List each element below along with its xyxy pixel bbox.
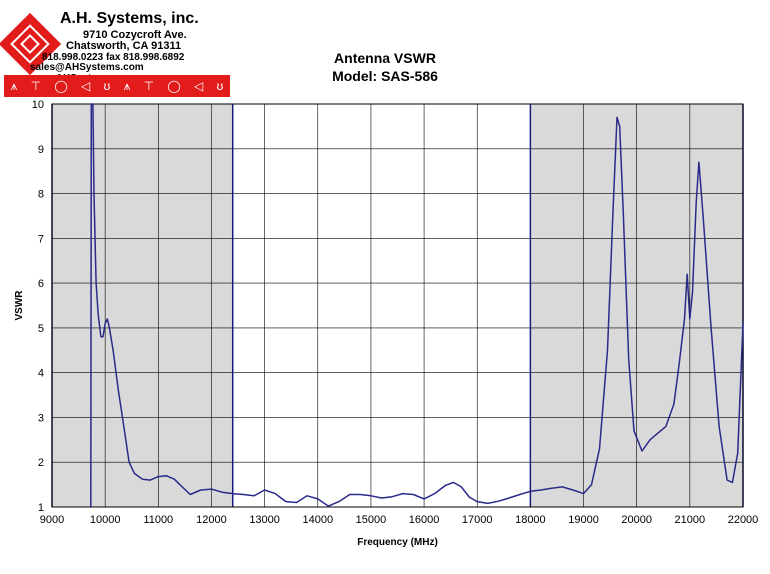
tree-antenna-icon: ⩚ (10, 78, 18, 93)
plot-frame (51, 103, 744, 508)
address-line-2: Chatsworth, CA 91311 (66, 40, 182, 52)
dipole-antenna-icon: ⊤ (30, 79, 42, 93)
x-tick-label-13: 22000 (728, 514, 759, 526)
chart-subtitle: Model: SAS-586 (332, 68, 438, 84)
y-tick-label-2: 3 (38, 412, 44, 424)
chart-title: Antenna VSWR (334, 50, 436, 66)
y-tick-label-6: 7 (38, 233, 44, 245)
horn-antenna-icon: ◁ (194, 79, 204, 93)
shaded-band-0 (52, 104, 233, 507)
phone-fax: 818.998.0223 fax 818.998.6892 (42, 52, 185, 63)
y-tick-label-4: 5 (38, 323, 44, 335)
x-tick-label-9: 18000 (515, 514, 546, 526)
x-tick-label-6: 15000 (356, 514, 387, 526)
x-tick-label-2: 11000 (143, 514, 173, 526)
address-line-1: 9710 Cozycroft Ave. (83, 29, 187, 41)
company-name: A.H. Systems, inc. (60, 10, 199, 27)
vswr-series-line-0 (90, 103, 744, 508)
y-axis-label: VSWR (14, 290, 25, 321)
dipole-antenna-icon: ⊤ (143, 79, 155, 93)
antenna-icon-strip: ⩚ ⊤ ◯ ◁ ʊ ⩚ ⊤ ◯ ◁ ʊ (4, 75, 230, 97)
y-tick-label-8: 9 (38, 144, 44, 156)
x-tick-label-0: 9000 (40, 514, 64, 526)
biconical-antenna-icon: ʊ (103, 79, 111, 93)
tree-antenna-icon: ⩚ (123, 78, 131, 93)
loop-antenna-icon: ◯ (167, 79, 181, 93)
x-tick-label-4: 13000 (249, 514, 280, 526)
y-tick-label-0: 1 (38, 502, 44, 514)
x-tick-label-12: 21000 (675, 514, 706, 526)
y-tick-label-9: 10 (32, 99, 44, 111)
x-tick-label-8: 17000 (462, 514, 493, 526)
x-tick-label-11: 20000 (621, 514, 652, 526)
y-tick-label-7: 8 (38, 189, 44, 201)
x-tick-label-10: 19000 (568, 514, 599, 526)
y-tick-label-5: 6 (38, 278, 44, 290)
x-axis-label: Frequency (MHz) (357, 537, 438, 548)
x-tick-label-1: 10000 (90, 514, 121, 526)
horn-antenna-icon: ◁ (81, 79, 91, 93)
loop-antenna-icon: ◯ (54, 79, 68, 93)
biconical-antenna-icon: ʊ (216, 79, 224, 93)
x-tick-label-3: 12000 (196, 514, 227, 526)
x-tick-label-5: 14000 (302, 514, 333, 526)
company-logo-block: A.H. Systems, inc. 9710 Cozycroft Ave. C… (0, 0, 232, 100)
x-tick-label-7: 16000 (409, 514, 440, 526)
y-tick-label-3: 4 (38, 368, 44, 380)
y-tick-label-1: 2 (38, 457, 44, 469)
